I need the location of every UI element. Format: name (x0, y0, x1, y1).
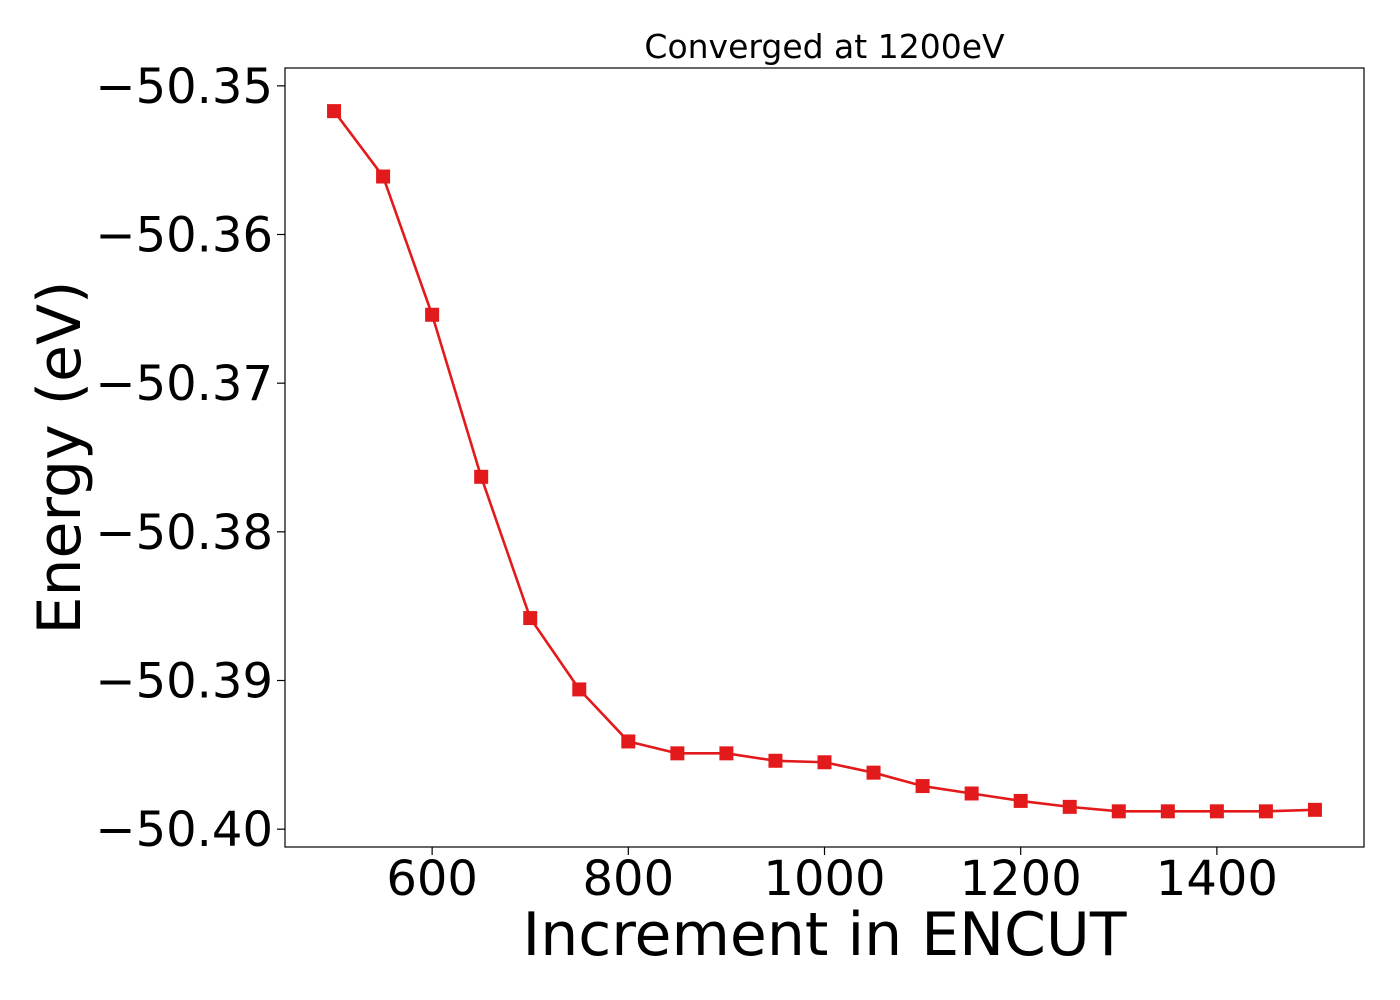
data-point-marker (1258, 804, 1273, 819)
y-tick-label: −50.36 (95, 208, 273, 264)
y-axis-label: Energy (eV) (25, 281, 95, 635)
data-point-marker (1160, 804, 1175, 819)
data-point-marker (474, 469, 489, 484)
data-point-marker (768, 753, 783, 768)
x-tick-label: 1200 (960, 851, 1082, 907)
data-point-marker (1111, 804, 1126, 819)
data-point-marker (817, 755, 832, 770)
chart-title: Converged at 1200eV (644, 27, 1005, 66)
y-tick-label: −50.38 (95, 505, 273, 561)
data-point-marker (719, 746, 734, 761)
x-tick-label: 800 (583, 851, 675, 907)
plot-area: 600 800 1000 1200 1400 −50.35 −50.36 −50.37 −50.… (95, 59, 1365, 907)
data-point-marker (621, 734, 636, 749)
data-point-marker (376, 169, 391, 184)
data-point-marker (523, 611, 538, 626)
y-tick-label: −50.39 (95, 653, 273, 709)
data-point-marker (964, 786, 979, 801)
data-point-marker (572, 682, 587, 697)
data-point-marker (915, 779, 930, 794)
y-tick-label: −50.40 (95, 802, 273, 858)
y-tick-label: −50.37 (95, 356, 273, 412)
y-tick-label: −50.35 (95, 59, 273, 115)
x-axis-label: Increment in ENCUT (523, 900, 1127, 970)
axes-frame (284, 67, 1365, 848)
data-point-marker (1209, 804, 1224, 819)
x-tick-label: 1000 (763, 851, 885, 907)
x-tick-label: 1400 (1156, 851, 1278, 907)
data-point-marker (1307, 802, 1322, 817)
series-line (333, 110, 1315, 813)
data-point-marker (425, 307, 440, 322)
x-tick-label: 600 (386, 851, 478, 907)
data-point-marker (670, 746, 685, 761)
data-point-marker (866, 765, 881, 780)
data-point-marker (1013, 793, 1028, 808)
data-point-marker (327, 104, 342, 119)
data-point-marker (1062, 799, 1077, 814)
